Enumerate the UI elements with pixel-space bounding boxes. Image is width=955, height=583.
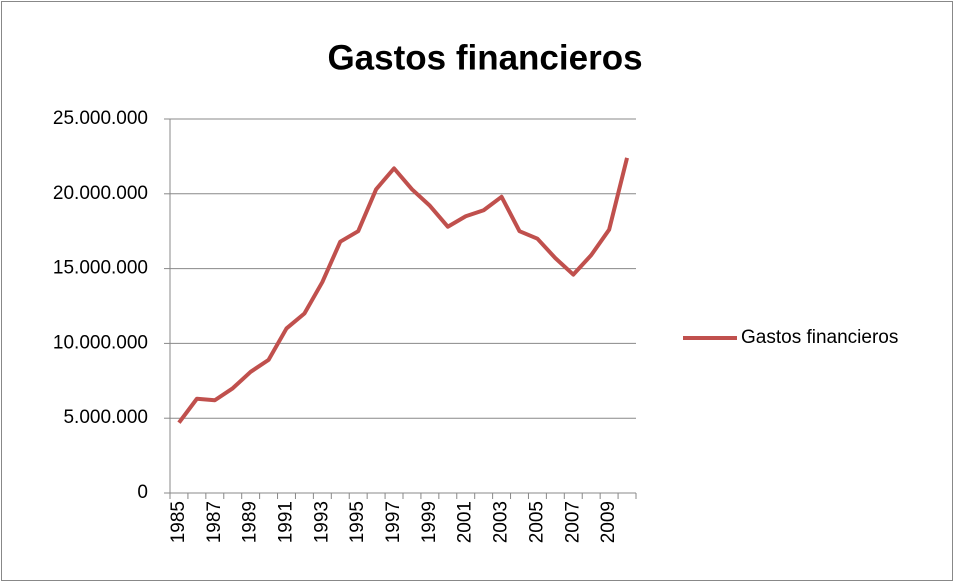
y-tick-label: 20.000.000	[53, 183, 148, 204]
x-tick-label: 2001	[455, 501, 476, 543]
line-series	[177, 157, 629, 424]
x-tick-label: 2007	[562, 501, 583, 543]
x-tick-label: 1987	[204, 501, 225, 543]
y-tick-label: 0	[137, 482, 148, 503]
x-tick-label: 1991	[276, 501, 297, 543]
x-tick-label: 2009	[598, 501, 619, 543]
x-tick-label: 2005	[526, 501, 547, 543]
x-tick-label: 1997	[383, 501, 404, 543]
y-tick-label: 15.000.000	[53, 258, 148, 279]
x-tick-label: 1995	[347, 501, 368, 543]
x-tick-label: 1999	[419, 501, 440, 543]
y-tick-label: 10.000.000	[53, 332, 148, 353]
x-tick-label: 1993	[311, 501, 332, 543]
x-tick-label: 1985	[168, 501, 189, 543]
chart-title: Gastos financieros	[327, 38, 642, 77]
x-tick-label: 1989	[240, 501, 261, 543]
x-tick-label: 2003	[491, 501, 512, 543]
y-tick-label: 5.000.000	[63, 407, 148, 428]
legend-label: Gastos financieros	[741, 327, 898, 348]
y-tick-label: 25.000.000	[53, 108, 148, 129]
